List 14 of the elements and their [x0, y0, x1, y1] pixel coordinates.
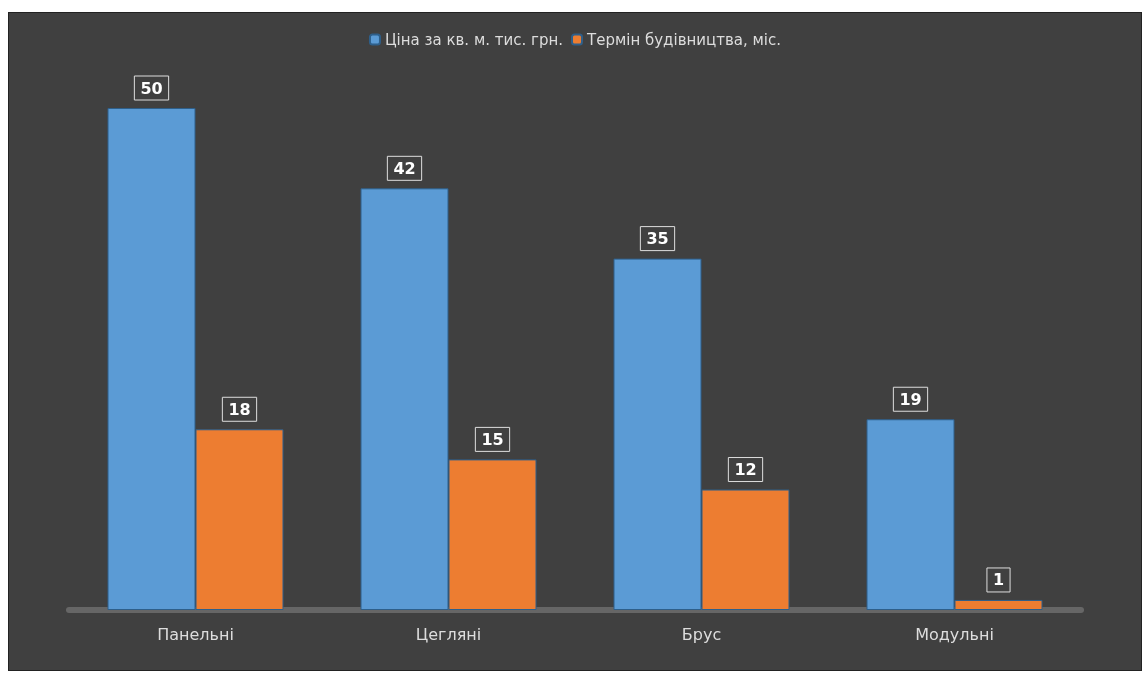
data-label: 19: [899, 389, 922, 409]
x-tick-label: Цегляні: [415, 624, 482, 644]
legend-label: Термін будівництва, міс.: [586, 30, 782, 49]
x-tick-label: Панельні: [157, 624, 234, 644]
data-label: 42: [393, 158, 416, 178]
data-label: 1: [992, 570, 1005, 590]
data-label: 50: [140, 78, 163, 98]
x-tick-label: Модульні: [915, 624, 994, 644]
data-label: 12: [734, 460, 757, 480]
data-label: 15: [481, 429, 504, 449]
data-label: 18: [228, 399, 251, 419]
data-label: 35: [646, 229, 669, 249]
x-tick-label: Брус: [681, 624, 722, 644]
legend-label: Ціна за кв. м. тис. грн.: [384, 30, 564, 49]
